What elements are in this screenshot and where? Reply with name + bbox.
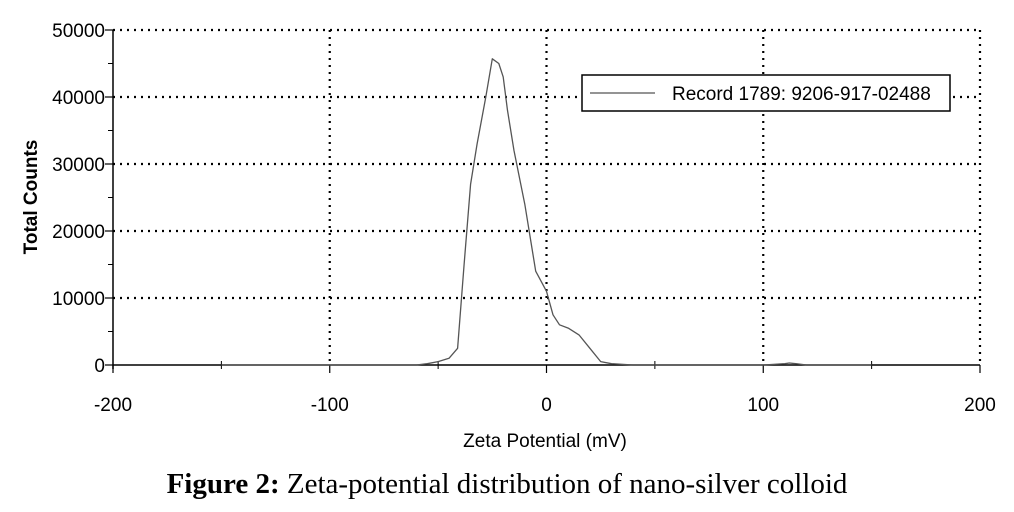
- series-line-0: [221, 58, 872, 366]
- x-tick-label: 100: [747, 395, 779, 416]
- x-axis-title: Zeta Potential (mV): [463, 431, 627, 452]
- y-axis-ticks: 0 10000 20000 30000 40000 50000: [52, 21, 113, 377]
- y-tick-label: 10000: [52, 289, 105, 310]
- legend-label: Record 1789: 9206-917-02488: [672, 84, 931, 105]
- y-tick-label: 20000: [52, 222, 105, 243]
- legend: Record 1789: 9206-917-02488: [581, 74, 951, 112]
- series-layer: [221, 58, 872, 366]
- x-tick-label: 0: [541, 395, 552, 416]
- caption-label: Figure 2:: [166, 468, 280, 500]
- zeta-potential-chart: -200 -100 0 100 200 0 10000 20000 30000 40000 500…: [21, 21, 996, 452]
- y-tick-label: 40000: [52, 88, 105, 109]
- x-tick-label: 200: [964, 395, 996, 416]
- x-tick-label: -200: [94, 395, 132, 416]
- y-tick-label: 50000: [52, 21, 105, 42]
- y-tick-label: 30000: [52, 155, 105, 176]
- caption-text: Zeta-potential distribution of nano-silv…: [279, 468, 848, 500]
- x-tick-label: -100: [311, 395, 349, 416]
- y-tick-label: 0: [94, 356, 105, 377]
- figure-caption: Figure 2: Zeta-potential distribution of…: [0, 468, 1014, 501]
- x-axis-ticks: -200 -100 0 100 200: [94, 361, 996, 416]
- y-axis-title: Total Counts: [21, 140, 42, 255]
